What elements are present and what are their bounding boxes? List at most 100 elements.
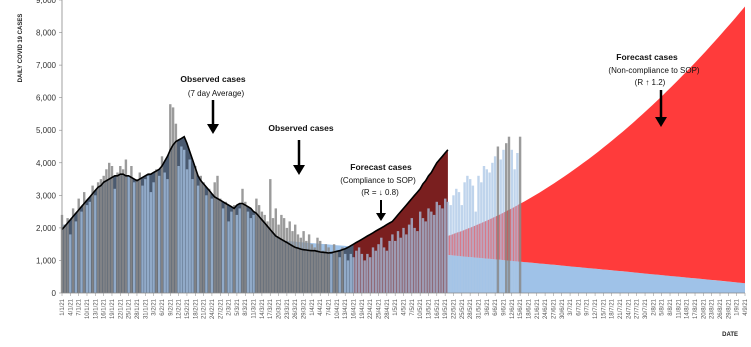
annotation-observed-average: Observed cases (7 day Average) <box>180 74 246 134</box>
x-tick-label: 24/6/21 <box>543 298 549 319</box>
observed-bar <box>266 221 269 293</box>
observed-bar <box>127 175 130 293</box>
x-tick-label: 21/7/21 <box>618 298 624 319</box>
x-tick-label: 31/5/21 <box>477 298 483 319</box>
y-tick-label: 6,000 <box>36 94 57 103</box>
x-tick-label: 13/4/21 <box>343 298 349 319</box>
y-tick-label: 7,000 <box>36 61 57 70</box>
x-tick-label: 11/3/21 <box>252 298 258 318</box>
observed-bar <box>438 205 441 293</box>
observed-bar <box>196 185 200 293</box>
observed-bar <box>257 205 261 293</box>
observed-bar <box>285 227 289 293</box>
observed-bar <box>430 211 433 293</box>
observed-bar <box>385 250 389 293</box>
observed-bar <box>94 195 97 293</box>
annotation-forecast-noncompliance-subtitle: (Non-compliance to SOP) <box>608 66 699 75</box>
observed-bar <box>174 123 178 293</box>
observed-bar <box>194 166 197 293</box>
observed-bar <box>310 244 314 293</box>
observed-bar <box>210 198 214 293</box>
x-tick-label: 3/2/21 <box>152 298 158 315</box>
y-axis-title: DAILY COVID 19 CASES <box>18 14 24 83</box>
observed-bar <box>116 172 119 293</box>
x-tick-label: 28/4/21 <box>385 298 391 319</box>
annotation-forecast-compliance-title: Forecast cases <box>350 162 412 172</box>
x-tick-label: 21/2/21 <box>202 298 208 319</box>
x-tick-label: 23/3/21 <box>285 298 291 319</box>
x-tick-label: 10/4/21 <box>335 298 341 319</box>
observed-bar <box>108 162 111 293</box>
x-tick-label: 20/8/21 <box>701 298 707 319</box>
annotation-forecast-noncompliance-r: (R ↑ 1.2) <box>635 78 666 87</box>
observed-bar <box>113 188 116 293</box>
observed-bar <box>177 166 180 293</box>
x-tick-label: 10/5/21 <box>418 298 424 319</box>
annotation-observed: Observed cases <box>268 123 334 175</box>
observed-bar <box>427 208 430 293</box>
observed-bar <box>502 149 505 293</box>
x-tick-label: 11/8/21 <box>676 298 682 318</box>
x-tick-label: 27/2/21 <box>218 298 224 319</box>
x-tick-label: 7/1/21 <box>77 298 83 315</box>
observed-bar <box>74 221 78 293</box>
x-tick-label: 7/5/21 <box>410 298 416 315</box>
observed-area-post-forecast <box>353 149 448 293</box>
y-tick-label: 9,000 <box>36 0 57 5</box>
annotation-forecast-noncompliance-arrowhead <box>655 117 667 127</box>
observed-bar <box>271 218 275 293</box>
x-tick-label: 28/1/21 <box>135 298 141 319</box>
x-tick-label: 18/6/21 <box>526 298 532 319</box>
observed-bar <box>485 169 488 293</box>
observed-bar <box>496 146 500 293</box>
observed-bar <box>160 156 164 293</box>
observed-bar <box>355 250 358 293</box>
seven-day-average-line <box>61 135 449 254</box>
x-tick-label: 2/3/21 <box>227 298 233 315</box>
annotation-observed-average-arrowhead <box>207 124 219 134</box>
annotation-observed-title: Observed cases <box>268 123 333 133</box>
observed-bar <box>399 237 402 293</box>
observed-bar <box>380 237 383 293</box>
observed-bar <box>163 172 166 293</box>
observed-bar <box>216 175 219 293</box>
x-tick-label: 3/6/21 <box>485 298 491 315</box>
annotation-forecast-noncompliance-title: Forecast cases <box>616 52 678 62</box>
x-tick-label: 6/2/21 <box>160 298 166 315</box>
observed-bar <box>332 244 336 293</box>
x-tick-label: 5/8/21 <box>660 298 666 315</box>
observed-bar <box>294 224 297 293</box>
observed-bar <box>407 224 411 293</box>
observed-bar <box>277 224 280 293</box>
observed-bar <box>346 260 350 293</box>
observed-bar <box>77 198 80 293</box>
observed-bar <box>307 234 311 293</box>
x-tick-label: 18/2/21 <box>193 298 199 319</box>
observed-bar <box>138 172 141 293</box>
observed-bar <box>235 214 239 293</box>
observed-bar <box>313 247 316 293</box>
observed-bar <box>135 179 139 293</box>
annotation-observed-average-title: Observed cases <box>180 74 245 84</box>
observed-bar <box>282 218 286 293</box>
observed-bar <box>396 231 400 293</box>
observed-bar <box>302 231 305 293</box>
x-tick-label: 21/6/21 <box>535 298 541 319</box>
x-tick-label: 16/5/21 <box>435 298 441 319</box>
observed-bar <box>466 175 469 293</box>
observed-bar <box>110 166 114 293</box>
observed-bar <box>321 250 325 293</box>
observed-bar <box>349 253 352 293</box>
observed-bar <box>421 218 425 293</box>
observed-bars <box>60 104 522 294</box>
x-tick-label: 24/2/21 <box>210 298 216 319</box>
x-tick-label: 1/1/21 <box>60 298 66 315</box>
observed-bar <box>416 231 419 293</box>
observed-bar <box>88 201 91 293</box>
x-tick-label: 29/3/21 <box>302 298 308 319</box>
observed-bar <box>244 201 247 293</box>
x-tick-label: 5/3/21 <box>235 298 241 315</box>
observed-bar <box>224 201 227 293</box>
observed-bar <box>394 240 397 293</box>
observed-bar <box>80 211 83 293</box>
